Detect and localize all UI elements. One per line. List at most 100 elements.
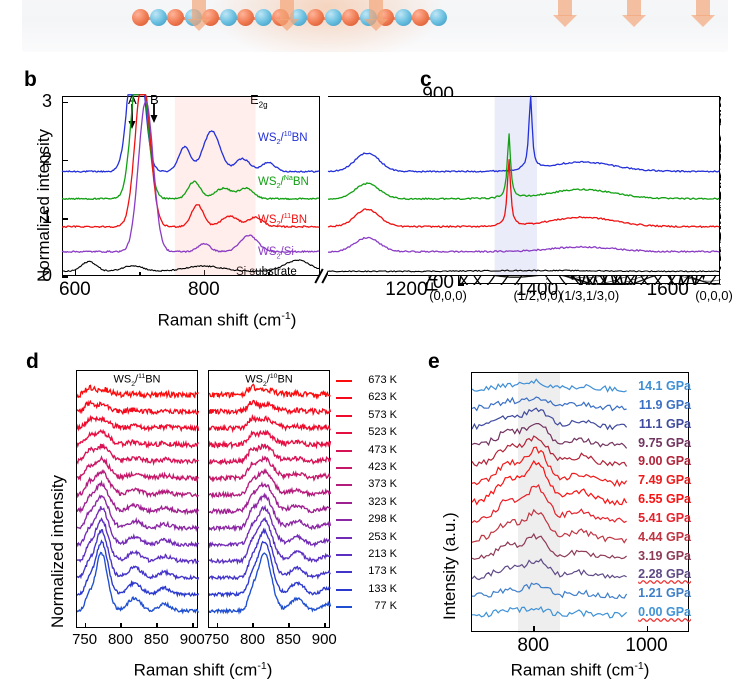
panel-e-axes xyxy=(471,372,689,633)
pressure-label: 7.49 GPa xyxy=(638,473,691,488)
spectrum-6.55GPa xyxy=(472,459,628,506)
legend-label: 298 K xyxy=(368,513,397,526)
spectrum-173K xyxy=(77,529,199,581)
pressure-label: 5.41 GPa xyxy=(638,510,691,525)
legend-swatch xyxy=(336,501,352,504)
spectrum-298K xyxy=(77,494,199,533)
spectrum-623K xyxy=(77,399,199,416)
legend-label: 423 K xyxy=(368,461,397,473)
x-minor-tick xyxy=(139,272,141,276)
legend-label: 173 K xyxy=(368,565,397,578)
atom-boron xyxy=(307,9,324,26)
spectrum-298K xyxy=(209,492,331,533)
spectrum-523K xyxy=(209,429,331,450)
phonon-arrow-icon xyxy=(187,0,211,31)
atom-nitrogen xyxy=(254,9,272,26)
legend-swatch xyxy=(336,554,352,556)
panel-e-xlabel: Raman shift (cm-1) xyxy=(510,660,650,680)
legend-swatch xyxy=(336,380,352,382)
atom-boron xyxy=(132,9,149,26)
y-tick: 3 xyxy=(42,90,53,111)
panel-d-ylabel: Normalized intensity xyxy=(48,474,67,628)
atom-nitrogen xyxy=(394,9,412,26)
panel-a-schematic: Phonon 10BN(11BN) xyxy=(22,0,728,52)
atom-nitrogen xyxy=(149,9,167,26)
spectrum-673K xyxy=(77,384,199,400)
x-tick-mark xyxy=(74,270,77,276)
x-tick: 1000 xyxy=(625,635,668,656)
pressure-label: 11.9 GPa xyxy=(638,397,691,412)
legend-swatch xyxy=(336,397,352,400)
pressure-label: 9.00 GPa xyxy=(638,454,691,469)
spectrum-133K xyxy=(77,539,199,598)
x-tick: 1400 xyxy=(515,279,559,300)
phonon-arrow-icon xyxy=(691,0,715,27)
x-tick-mark xyxy=(120,623,122,628)
legend-swatch xyxy=(336,536,352,539)
atom-boron xyxy=(167,9,184,26)
legend-0: WS2/10BN xyxy=(258,130,308,147)
spectrum-213K xyxy=(77,517,199,565)
pressure-label: 1.21 GPa xyxy=(638,586,691,601)
phonon-glow xyxy=(212,0,442,52)
spectrum-173K xyxy=(209,527,331,581)
legend-label: 373 K xyxy=(368,478,397,491)
spectrum-373K xyxy=(77,469,199,499)
e2g-mode-label: E2g xyxy=(250,92,268,110)
atom-boron xyxy=(237,9,254,26)
spectrum-323K xyxy=(77,479,199,516)
spectrum-3.19GPa xyxy=(472,532,627,560)
y-tick-mark xyxy=(62,276,68,278)
x-tick-mark xyxy=(84,623,87,628)
legend-label: 473 K xyxy=(368,443,397,456)
x-tick: 900 xyxy=(311,631,337,648)
x-tick: 800 xyxy=(517,635,550,656)
k-point-label: (1/2,0,0) xyxy=(513,288,562,303)
x-tick-mark xyxy=(192,623,194,628)
x-tick: 800 xyxy=(188,279,220,300)
x-minor-tick xyxy=(268,272,270,276)
y-tick-mark xyxy=(62,101,68,104)
x-tick-mark xyxy=(156,623,158,628)
k-point-label: (0,0,0) xyxy=(695,288,733,303)
spectrum-0.00GPa xyxy=(472,605,628,619)
legend-2: WS2/11BN xyxy=(258,212,308,229)
peak-arrows-icon xyxy=(128,104,158,129)
spectrum-323K xyxy=(209,481,331,516)
x-tick: 850 xyxy=(143,631,169,648)
spectrum-5.41GPa xyxy=(472,483,627,524)
y-tick-mark xyxy=(62,217,68,220)
legend-swatch xyxy=(336,588,352,591)
x-tick: 800 xyxy=(107,631,133,648)
atom-nitrogen xyxy=(429,9,447,26)
spectrum-77K xyxy=(77,551,199,615)
phonon-arrow-icon xyxy=(622,0,646,27)
spectrum-77K xyxy=(209,552,331,615)
phonon-arrow-icon xyxy=(553,0,577,27)
x-tick: 750 xyxy=(204,631,230,648)
pressure-label: 0.00 GPa xyxy=(638,605,691,619)
panel-d-letter: d xyxy=(26,350,39,373)
panel-d1-title: WS2/11BN xyxy=(113,373,161,388)
spectrum-9.00GPa xyxy=(472,435,628,467)
panel-d-xlabel: Raman shift (cm-1) xyxy=(133,660,273,680)
spectrum-133K xyxy=(209,540,331,599)
panel-d2-title: WS2/10BN xyxy=(245,373,293,388)
spectrum-4.44GPa xyxy=(472,508,628,544)
y-tick: 0 xyxy=(42,265,53,285)
spectrum-253K xyxy=(209,504,331,549)
spectrum-523K xyxy=(77,428,199,449)
panel-e-ylabel: Intensity (a.u.) xyxy=(440,512,459,620)
k-point-label: (0,0,0) xyxy=(429,288,467,303)
spectrum-9.75GPa xyxy=(472,423,628,449)
spectrum-253K xyxy=(77,506,199,548)
spectrum-14.1GPa xyxy=(472,378,627,393)
panel-e-shaded-band xyxy=(518,373,560,633)
legend-swatch xyxy=(336,519,352,522)
legend-label: 77 K xyxy=(374,600,397,613)
spectrum-573K xyxy=(209,413,331,434)
atom-boron xyxy=(342,9,359,26)
atom-nitrogen xyxy=(219,9,237,26)
spectrum-1.21GPa xyxy=(472,582,628,600)
